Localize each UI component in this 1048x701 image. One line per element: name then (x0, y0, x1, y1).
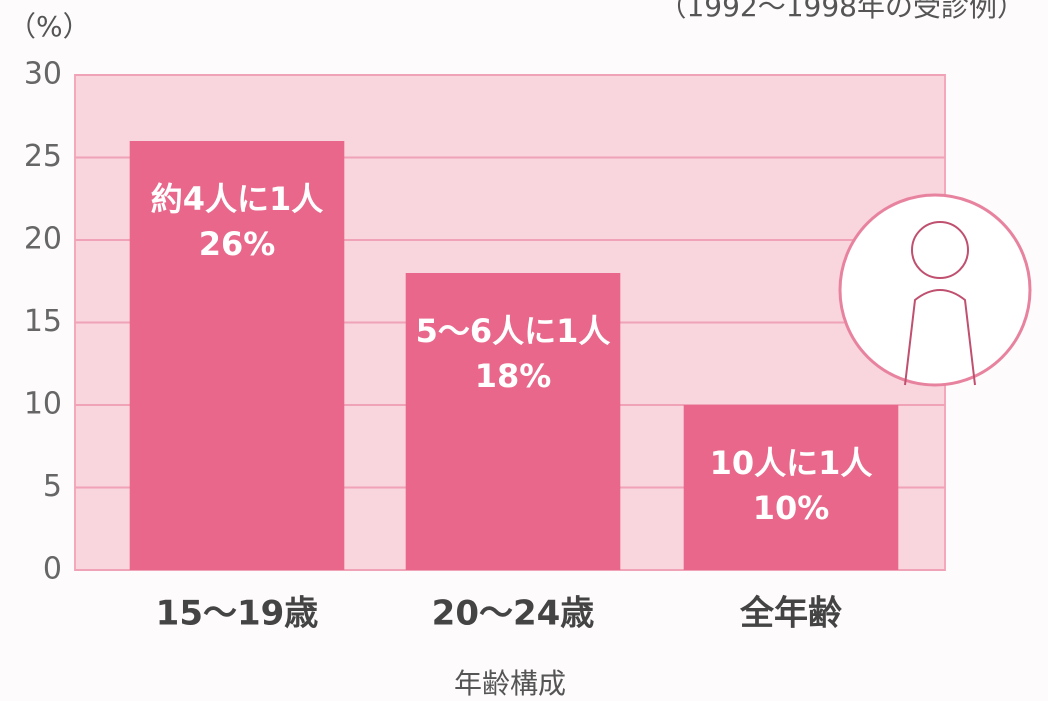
illustration (840, 195, 1030, 385)
x-tick-label: 15～19歳 (156, 594, 319, 634)
y-tick-label: 25 (24, 139, 62, 174)
chart: （1992～1998年の受診例） （%） 年齢構成 0 5 10 15 20 25 30 15… (0, 0, 1048, 701)
x-axis-label: 年齢構成 (454, 667, 566, 700)
value-label: 26% (199, 225, 276, 263)
bar-annotation: 5～6人に1人 (416, 312, 611, 350)
x-tick-label: 全年齢 (739, 594, 842, 634)
bar-annotation: 約4人に1人 (151, 180, 324, 218)
y-tick-label: 5 (43, 469, 62, 504)
bar-annotation: 10人に1人 (710, 444, 873, 482)
subtitle: （1992～1998年の受診例） (658, 0, 1025, 23)
value-label: 18% (475, 357, 552, 395)
x-tick-label: 20～24歳 (432, 594, 595, 634)
y-tick-label: 15 (24, 304, 62, 339)
y-tick-label: 10 (24, 387, 62, 422)
value-label: 10% (753, 489, 830, 527)
bar (684, 405, 899, 570)
y-axis-label: （%） (8, 10, 91, 43)
y-tick-label: 0 (43, 552, 62, 587)
y-tick-label: 30 (24, 57, 62, 92)
y-tick-label: 20 (24, 222, 62, 257)
